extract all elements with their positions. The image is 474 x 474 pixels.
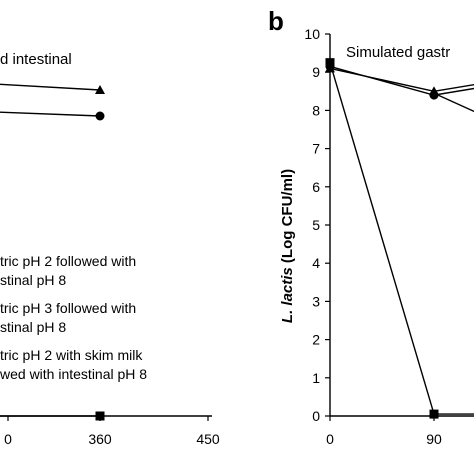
- y-tick-label-b: 10: [304, 26, 320, 42]
- x-tick-label-a: 450: [196, 431, 220, 447]
- series-b-circle: [325, 61, 474, 100]
- legend-entry-a: stinal pH 8: [0, 319, 66, 335]
- series-line: [0, 83, 101, 91]
- x-tick-label-b: 90: [426, 431, 442, 447]
- legend-entry-a: tric pH 2 followed with: [0, 253, 136, 269]
- series-b-triangle: [325, 63, 474, 96]
- y-tick-label-b: 7: [312, 141, 320, 157]
- y-tick-label-b: 3: [312, 293, 320, 309]
- series-line: [433, 92, 474, 113]
- y-tick-label-b: 4: [312, 255, 320, 271]
- y-tick-label-b: 2: [312, 332, 320, 348]
- panel-a: 0 360 450 d intestinal tric pH 2 followed …: [0, 51, 220, 447]
- square-marker: [95, 411, 105, 421]
- series-a-square: [0, 411, 105, 421]
- legend-entry-a: tric pH 2 with skim milk: [0, 347, 143, 363]
- square-marker: [429, 409, 439, 419]
- annotation-b: Simulated gastr: [346, 44, 450, 61]
- series-b-none: [433, 92, 474, 113]
- y-tick-label-b: 9: [312, 64, 320, 80]
- legend-a: tric pH 2 followed with stinal pH 8 tric p…: [0, 253, 147, 382]
- y-axis-label-species: L. lactis: [279, 267, 296, 323]
- series-a-circle: [0, 111, 105, 121]
- series-b-square: [325, 58, 474, 419]
- circle-marker: [95, 111, 105, 121]
- y-axis-label-b: L. lactis (Log CFU/ml): [279, 169, 296, 323]
- y-tick-label-b: 0: [312, 408, 320, 424]
- x-tick-label-a: 0: [4, 431, 12, 447]
- series-a-triangle: [0, 83, 105, 94]
- y-tick-label-b: 5: [312, 217, 320, 233]
- triangle-marker: [95, 85, 105, 94]
- circle-marker: [429, 90, 439, 100]
- y-axis-label-units: (Log CFU/ml): [279, 169, 296, 267]
- square-marker: [325, 58, 335, 68]
- series-line: [329, 62, 474, 415]
- series-line: [329, 65, 474, 96]
- y-tick-label-b: 8: [312, 102, 320, 118]
- legend-entry-a: tric pH 3 followed with: [0, 300, 136, 316]
- series-line: [0, 111, 101, 117]
- legend-entry-a: wed with intestinal pH 8: [0, 366, 147, 382]
- y-tick-label-b: 1: [312, 370, 320, 386]
- legend-entry-a: stinal pH 8: [0, 272, 66, 288]
- annotation-a: d intestinal: [0, 51, 72, 68]
- panel-label-b: b: [268, 6, 284, 36]
- y-tick-label-b: 6: [312, 179, 320, 195]
- x-tick-label-b: 0: [326, 431, 334, 447]
- x-tick-label-a: 360: [88, 431, 112, 447]
- panel-b: b L. lactis (Log CFU/ml) 0 1 2 3 4 5 6 7 8 9 10 0 9…: [268, 6, 474, 447]
